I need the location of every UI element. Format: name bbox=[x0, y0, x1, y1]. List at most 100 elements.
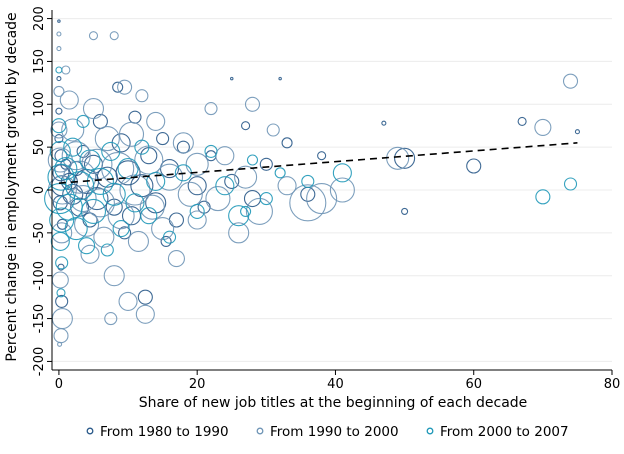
data-point bbox=[187, 176, 207, 196]
data-point bbox=[187, 210, 207, 230]
data-point bbox=[266, 123, 280, 137]
data-point bbox=[61, 118, 85, 142]
x-tick-label: 40 bbox=[327, 377, 344, 392]
x-tick-label: 0 bbox=[55, 377, 63, 392]
data-point bbox=[240, 205, 252, 217]
data-point bbox=[104, 312, 118, 326]
data-point bbox=[117, 79, 133, 95]
data-point bbox=[54, 157, 78, 181]
data-point bbox=[156, 132, 170, 146]
data-point bbox=[278, 76, 282, 81]
data-point bbox=[246, 154, 259, 166]
points-layer bbox=[44, 19, 580, 347]
fit-line bbox=[58, 142, 578, 184]
data-point bbox=[70, 197, 90, 217]
data-point bbox=[54, 134, 64, 144]
data-point bbox=[47, 163, 75, 191]
data-point bbox=[241, 121, 251, 131]
data-point bbox=[50, 121, 68, 139]
axes-layer: 0 20 40 60 80 -200 -150 -100 -50 0 50 100 150 200 bbox=[32, 6, 620, 392]
data-point bbox=[64, 217, 88, 241]
data-point bbox=[534, 118, 552, 136]
legend-label: From 1980 to 1990 bbox=[100, 424, 229, 440]
data-point bbox=[118, 121, 145, 147]
legend-item-2: From 1990 to 2000 bbox=[256, 424, 399, 440]
data-point bbox=[78, 237, 96, 255]
y-tick-label: 0 bbox=[32, 186, 47, 194]
data-point bbox=[80, 244, 100, 264]
data-point bbox=[394, 147, 416, 169]
legend: From 1980 to 1990 From 1990 to 2000 From 2… bbox=[86, 424, 569, 440]
y-axis-title: Percent change in employment growth by d… bbox=[4, 12, 20, 361]
data-point bbox=[562, 73, 579, 89]
data-point bbox=[230, 76, 234, 81]
data-point bbox=[127, 230, 149, 252]
data-point bbox=[245, 197, 273, 225]
data-point bbox=[56, 288, 66, 298]
grid-layer bbox=[52, 18, 612, 362]
data-point bbox=[535, 189, 551, 205]
legend-label: From 1990 to 2000 bbox=[270, 424, 399, 440]
data-point bbox=[59, 90, 79, 110]
data-point bbox=[118, 291, 138, 311]
data-point bbox=[281, 137, 293, 149]
data-point bbox=[160, 235, 172, 247]
data-point bbox=[162, 230, 177, 244]
data-point bbox=[172, 132, 194, 154]
data-point bbox=[81, 148, 113, 180]
data-point bbox=[74, 211, 100, 237]
legend-marker bbox=[86, 427, 94, 435]
data-point bbox=[57, 341, 63, 347]
data-point bbox=[146, 111, 166, 131]
data-point bbox=[56, 31, 62, 37]
data-point bbox=[301, 174, 315, 188]
y-tick-label: -50 bbox=[32, 222, 47, 243]
x-tick-label: 20 bbox=[189, 377, 206, 392]
data-point bbox=[85, 188, 115, 218]
data-point bbox=[185, 152, 209, 176]
data-point bbox=[100, 243, 114, 257]
data-point bbox=[189, 203, 205, 219]
data-point bbox=[56, 76, 62, 82]
legend-item-1: From 1980 to 1990 bbox=[86, 424, 229, 440]
data-point bbox=[94, 126, 120, 152]
data-point bbox=[93, 226, 115, 248]
data-point bbox=[49, 140, 71, 162]
data-point bbox=[563, 177, 578, 191]
data-point bbox=[50, 231, 70, 251]
data-point bbox=[82, 98, 105, 120]
data-point bbox=[109, 31, 119, 41]
data-point bbox=[244, 96, 261, 112]
data-point bbox=[118, 226, 132, 240]
data-point bbox=[228, 222, 250, 244]
data-point bbox=[112, 81, 124, 93]
data-point bbox=[76, 114, 90, 128]
y-tick-label: 100 bbox=[32, 92, 47, 117]
legend-item-3: From 2000 to 2007 bbox=[426, 424, 569, 440]
data-point bbox=[103, 265, 125, 287]
y-tick-label: 200 bbox=[32, 6, 47, 31]
y-tick-label: -200 bbox=[32, 347, 47, 377]
data-point bbox=[53, 85, 65, 97]
y-tick-label: 50 bbox=[32, 139, 47, 156]
data-point bbox=[234, 165, 258, 189]
data-point bbox=[204, 102, 218, 116]
data-point bbox=[466, 158, 482, 174]
data-point bbox=[151, 217, 175, 241]
data-point bbox=[125, 193, 145, 213]
x-axis-title: Share of new job titles at the beginning… bbox=[139, 395, 528, 411]
data-point bbox=[135, 304, 155, 324]
series-2-points bbox=[47, 31, 579, 347]
x-tick-label: 60 bbox=[465, 377, 482, 392]
data-point bbox=[119, 174, 151, 206]
legend-label: From 2000 to 2007 bbox=[440, 424, 569, 440]
series-3-points bbox=[44, 66, 578, 298]
data-point bbox=[329, 177, 355, 203]
data-point bbox=[277, 176, 297, 196]
data-point bbox=[274, 167, 286, 179]
data-point bbox=[62, 183, 84, 205]
data-point bbox=[224, 173, 240, 189]
y-tick-label: -100 bbox=[32, 261, 47, 291]
